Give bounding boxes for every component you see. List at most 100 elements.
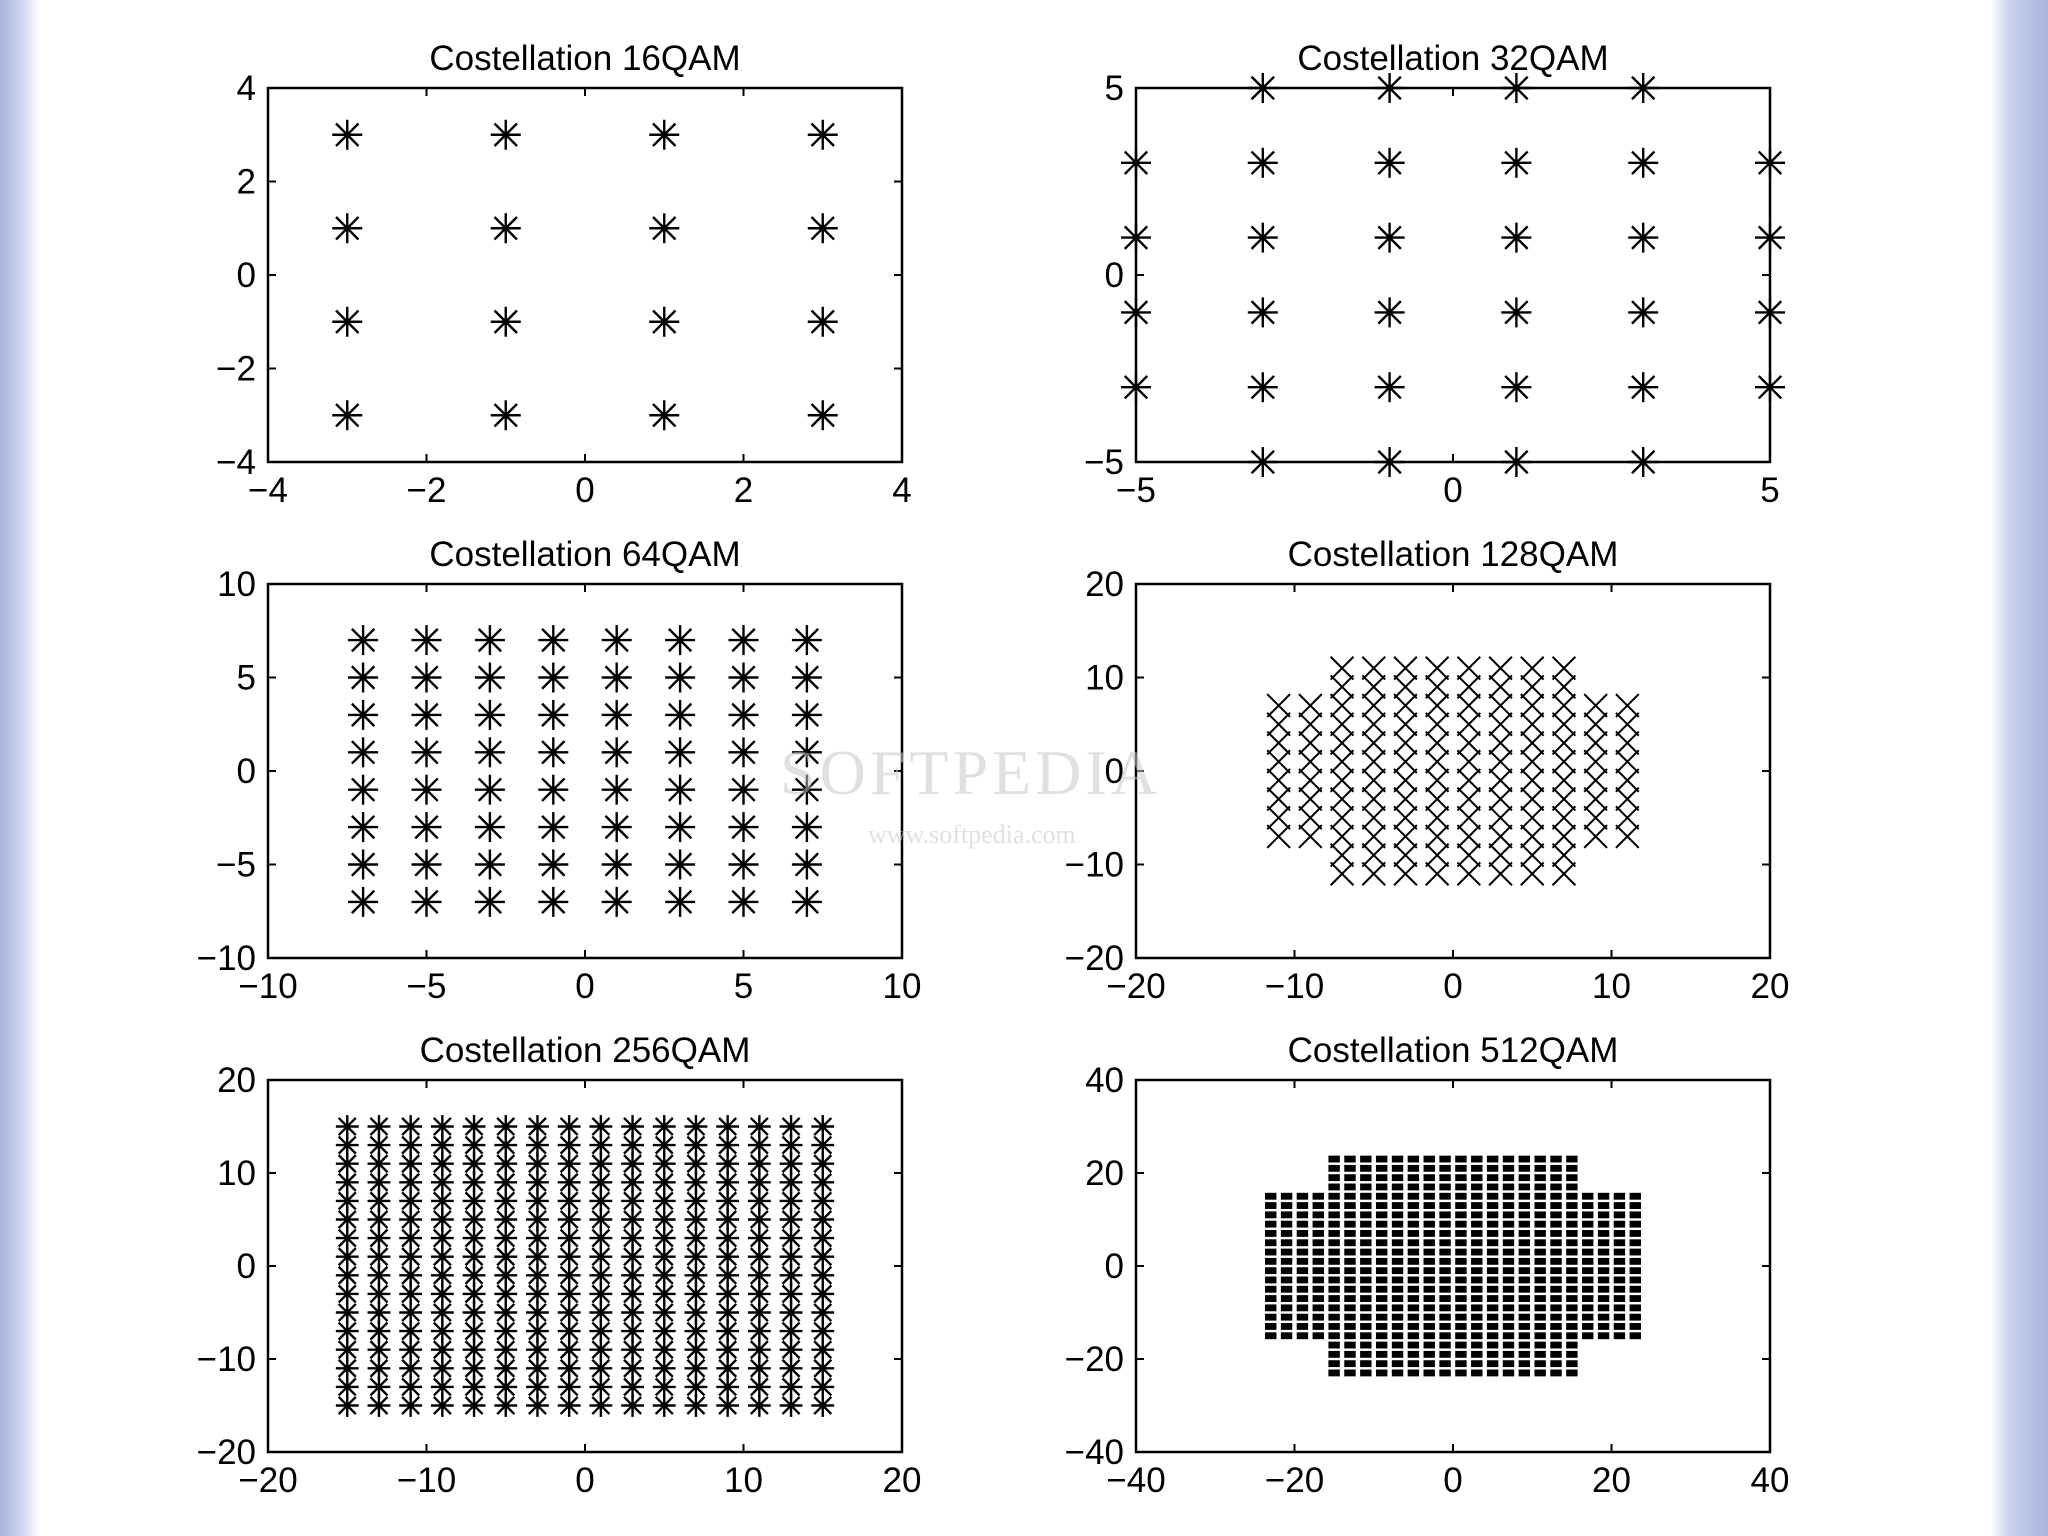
data-point	[1344, 1211, 1356, 1219]
x-tick-label: 10	[724, 1461, 763, 1500]
data-point	[1613, 1304, 1626, 1312]
data-point	[335, 1170, 359, 1194]
data-point	[811, 1115, 835, 1138]
data-point	[348, 699, 379, 730]
data-point	[1280, 1257, 1293, 1265]
data-point	[1629, 1285, 1641, 1293]
data-point	[1407, 1211, 1420, 1219]
data-point	[1613, 1276, 1626, 1284]
data-point	[1534, 1192, 1546, 1200]
data-point	[1328, 1295, 1340, 1302]
scatter-series	[348, 625, 822, 917]
data-point	[1296, 1239, 1309, 1247]
data-point	[1455, 1183, 1467, 1191]
data-point	[1296, 1257, 1309, 1265]
data-point	[1439, 1313, 1451, 1321]
data-point	[1502, 1220, 1515, 1228]
data-point	[1439, 1304, 1451, 1312]
data-point	[474, 774, 505, 805]
data-point	[1439, 1248, 1451, 1256]
data-point	[1613, 1248, 1626, 1256]
data-point	[1455, 1304, 1467, 1312]
data-point	[1344, 1248, 1356, 1256]
data-point	[1391, 1313, 1404, 1321]
data-point	[430, 1394, 454, 1417]
data-point	[1518, 1211, 1531, 1219]
data-point	[1583, 749, 1608, 774]
data-point	[1425, 805, 1450, 830]
data-point	[1425, 786, 1450, 812]
data-point	[1629, 1230, 1641, 1237]
data-point	[1391, 1267, 1404, 1275]
data-point	[1298, 730, 1323, 756]
data-point	[1407, 1220, 1420, 1228]
data-point	[1518, 1267, 1531, 1275]
data-point	[1502, 1239, 1515, 1247]
data-point	[1550, 1285, 1562, 1293]
data-point	[1583, 730, 1608, 756]
data-point	[1502, 1350, 1515, 1358]
data-point	[1439, 1257, 1451, 1265]
data-point	[1488, 674, 1513, 699]
data-point	[1502, 1155, 1515, 1163]
data-point	[1486, 1285, 1499, 1293]
data-point	[649, 400, 680, 431]
data-point	[1375, 1155, 1388, 1163]
data-point	[490, 306, 521, 337]
data-point	[1488, 693, 1513, 718]
plot-frame	[1134, 1078, 1772, 1454]
data-point	[1360, 1155, 1372, 1163]
data-point	[474, 886, 505, 917]
data-point	[791, 849, 822, 880]
data-point	[1566, 1313, 1578, 1321]
x-tick-label: −10	[397, 1461, 456, 1500]
data-point	[1439, 1350, 1451, 1358]
data-point	[1471, 1202, 1483, 1209]
x-tick-label: 0	[575, 471, 594, 510]
data-point	[1597, 1295, 1610, 1302]
data-point	[1613, 1192, 1626, 1200]
y-tick-label: 40	[1085, 1061, 1124, 1100]
data-point	[589, 1282, 613, 1306]
data-point	[1502, 1285, 1515, 1293]
data-point	[1407, 1248, 1420, 1256]
data-point	[411, 774, 442, 805]
data-point	[684, 1226, 708, 1250]
data-point	[807, 306, 838, 337]
data-point	[1629, 1323, 1641, 1330]
data-point	[649, 306, 680, 337]
data-point	[1518, 1360, 1531, 1368]
scatter-series	[335, 1115, 835, 1417]
data-point	[1456, 861, 1481, 886]
data-point	[1407, 1257, 1420, 1265]
data-point	[1361, 712, 1386, 737]
data-point	[1296, 1248, 1309, 1256]
data-point	[1296, 1276, 1309, 1284]
data-point	[1280, 1276, 1293, 1284]
data-point	[411, 812, 442, 843]
data-point	[1583, 824, 1608, 849]
data-point	[1375, 1248, 1388, 1256]
data-point	[1613, 1230, 1626, 1237]
data-point	[1486, 1211, 1499, 1219]
plot-frame	[1134, 582, 1772, 960]
data-point	[1520, 786, 1545, 812]
data-point	[1312, 1202, 1324, 1209]
data-point	[1502, 1276, 1515, 1284]
data-point	[807, 119, 838, 150]
data-point	[728, 886, 759, 917]
data-point	[1455, 1267, 1467, 1275]
data-point	[462, 1375, 486, 1399]
data-point	[1502, 1202, 1515, 1209]
data-point	[1296, 1211, 1309, 1219]
data-point	[779, 1115, 803, 1138]
data-point	[1374, 447, 1405, 477]
x-tick-label: 10	[1592, 967, 1631, 1006]
data-point	[1502, 1360, 1515, 1368]
data-point	[1391, 1295, 1404, 1302]
data-point	[1502, 1174, 1515, 1182]
y-tick-label: −10	[1065, 846, 1124, 885]
data-point	[1280, 1332, 1293, 1340]
data-point	[1266, 805, 1291, 830]
data-point	[1375, 1369, 1388, 1377]
